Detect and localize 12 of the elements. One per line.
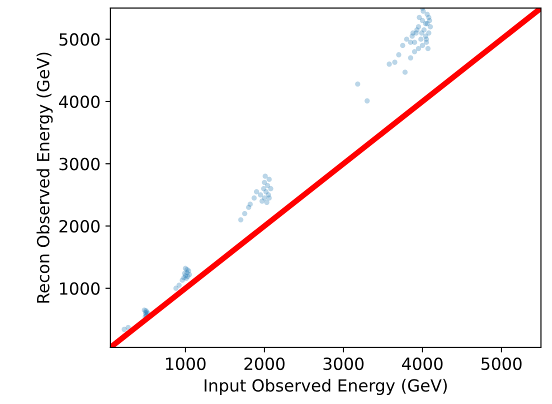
x-tick-label: 3000	[324, 357, 364, 370]
y-tick-label: 5000	[60, 33, 100, 46]
y-tick-label: 4000	[59, 95, 100, 108]
y-axis-title: Recon Observed Energy (GeV)	[36, 52, 53, 303]
y-tick-label: 2000	[59, 220, 100, 233]
x-tick-label: 5000	[482, 357, 522, 370]
y-tick-label: 3000	[60, 158, 100, 170]
x-tick-label: 2000	[244, 357, 285, 370]
x-axis-title: Input Observed Energy (GeV)	[204, 378, 447, 395]
x-tick-label: 1000	[166, 357, 206, 370]
x-tick-label: 4000	[402, 357, 443, 370]
y-tick-label: 1000	[60, 282, 100, 295]
